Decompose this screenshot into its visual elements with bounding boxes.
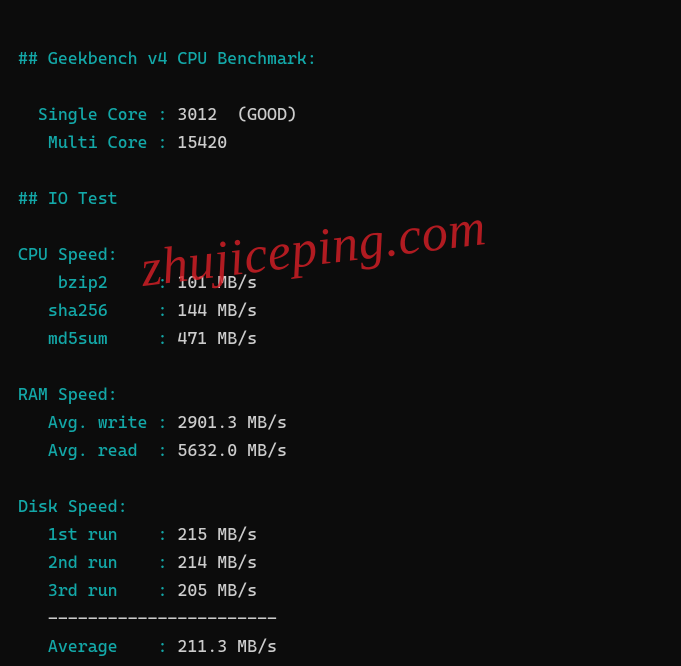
md5sum-label: md5sum : bbox=[18, 328, 167, 348]
md5sum-value: 471 MB/s bbox=[167, 328, 257, 348]
ram-write-value: 2901.3 MB/s bbox=[167, 412, 287, 432]
io-test-header: ## IO Test bbox=[18, 188, 118, 208]
cpu-speed-header: CPU Speed: bbox=[18, 244, 118, 264]
multi-core-label: Multi Core : bbox=[18, 132, 167, 152]
ram-speed-header: RAM Speed: bbox=[18, 384, 118, 404]
disk-3rd-value: 205 MB/s bbox=[167, 580, 257, 600]
disk-avg-value: 211.3 MB/s bbox=[167, 636, 277, 656]
ram-read-label: Avg. read : bbox=[18, 440, 167, 460]
multi-core-value: 15420 bbox=[167, 132, 227, 152]
bzip2-value: 101 MB/s bbox=[167, 272, 257, 292]
sha256-value: 144 MB/s bbox=[167, 300, 257, 320]
disk-1st-label: 1st run : bbox=[18, 524, 167, 544]
ram-write-label: Avg. write : bbox=[18, 412, 167, 432]
bzip2-label: bzip2 : bbox=[18, 272, 167, 292]
ram-read-value: 5632.0 MB/s bbox=[167, 440, 287, 460]
disk-speed-header: Disk Speed: bbox=[18, 496, 128, 516]
single-core-value: 3012 (GOOD) bbox=[167, 104, 297, 124]
disk-1st-value: 215 MB/s bbox=[167, 524, 257, 544]
disk-separator: ----------------------- bbox=[18, 608, 277, 628]
disk-avg-label: Average : bbox=[18, 636, 167, 656]
single-core-label: Single Core : bbox=[18, 104, 167, 124]
disk-3rd-label: 3rd run : bbox=[18, 580, 167, 600]
geekbench-header: ## Geekbench v4 CPU Benchmark: bbox=[18, 48, 317, 68]
disk-2nd-label: 2nd run : bbox=[18, 552, 167, 572]
sha256-label: sha256 : bbox=[18, 300, 167, 320]
terminal-output: ## Geekbench v4 CPU Benchmark: Single Co… bbox=[0, 0, 681, 666]
disk-2nd-value: 214 MB/s bbox=[167, 552, 257, 572]
